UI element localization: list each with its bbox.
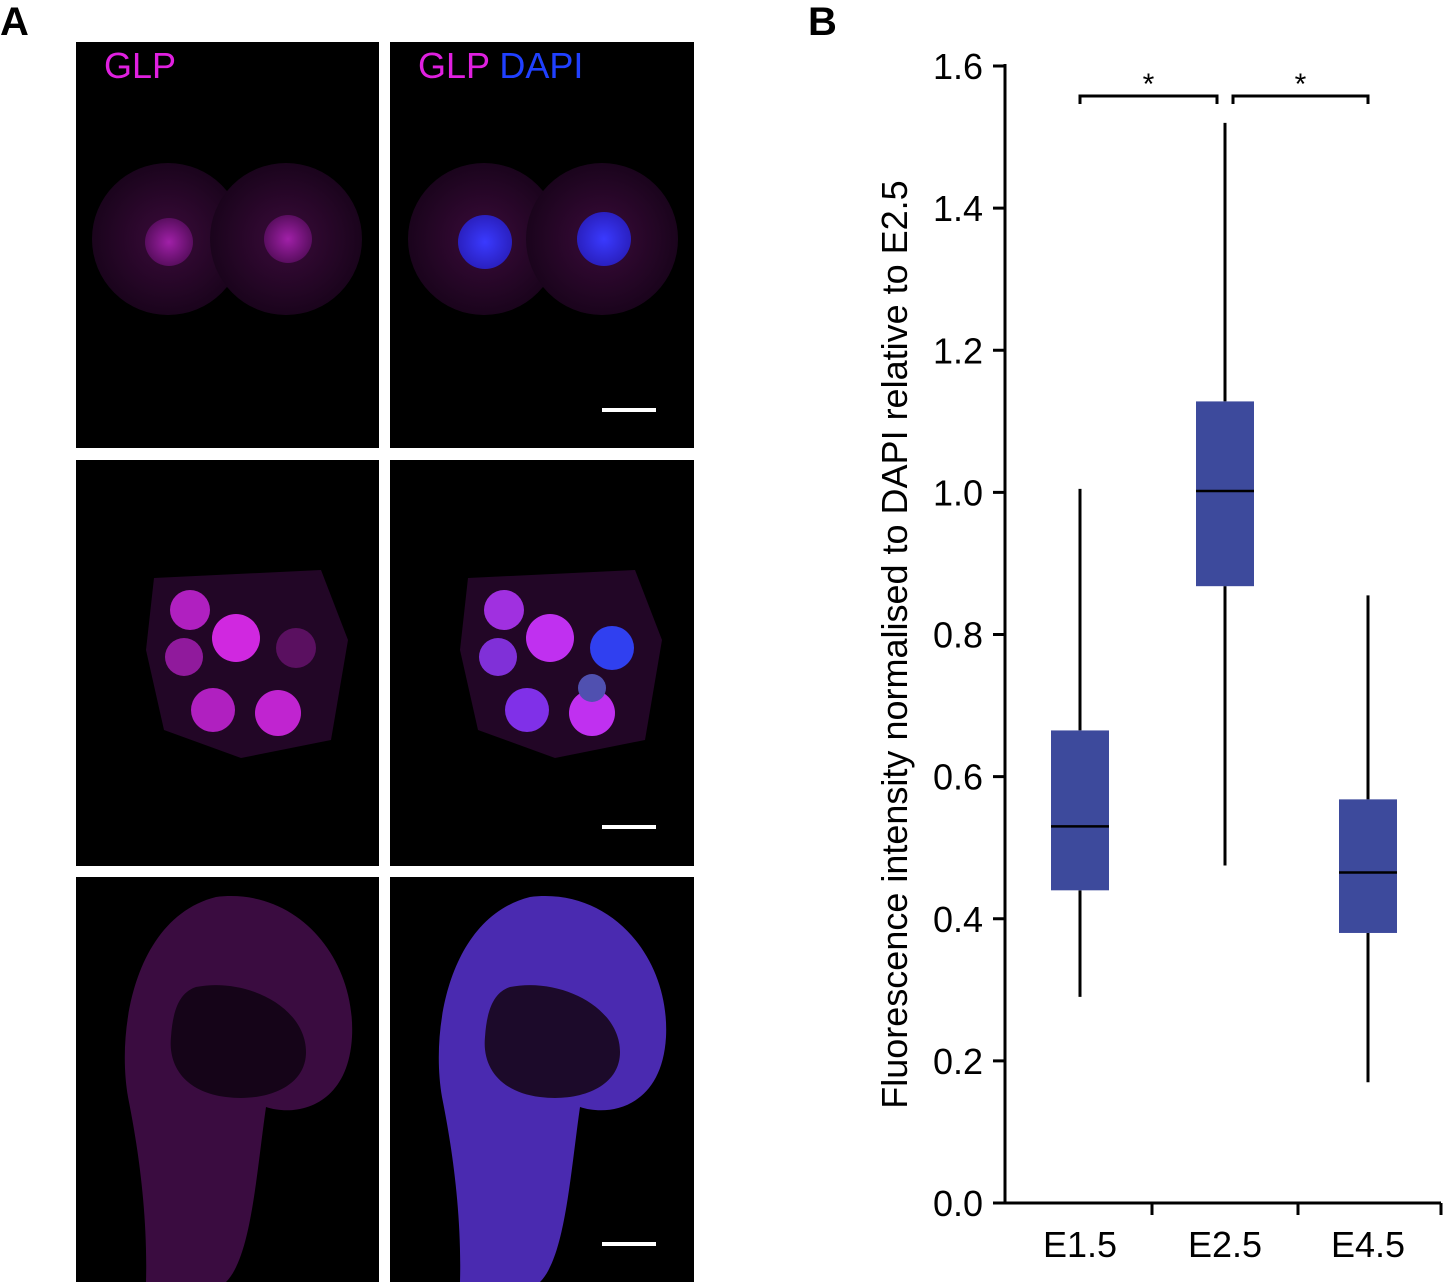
panel-a-letter: A (0, 0, 29, 44)
micrograph-2cell-merge: GLP DAPI (390, 42, 694, 448)
y-tick-label: 1.2 (933, 330, 983, 371)
y-axis-label: Fluorescence intensity normalised to DAP… (874, 180, 915, 1108)
micrograph-blastocyst-glp (76, 877, 379, 1282)
y-tick-label: 1.6 (933, 46, 983, 87)
merge-channel-label: GLP DAPI (418, 48, 583, 84)
y-tick-label: 0.6 (933, 757, 983, 798)
panel-b-letter: B (808, 0, 837, 44)
y-tick-label: 1.0 (933, 472, 983, 513)
box-iqr-E1.5 (1051, 730, 1109, 891)
micrograph-blastocyst-merge (390, 877, 694, 1282)
dapi-channel-label: DAPI (499, 45, 584, 86)
x-category-label: E1.5 (1043, 1224, 1117, 1265)
y-tick-label: 1.4 (933, 188, 983, 229)
scale-bar (602, 408, 656, 412)
significance-bracket (1078, 94, 1219, 104)
box-iqr-E4.5 (1339, 799, 1397, 933)
glp-channel-label: GLP (418, 45, 490, 86)
x-category-label: E2.5 (1188, 1224, 1262, 1265)
significance-label: * (1295, 68, 1307, 101)
micrograph-8cell-glp (76, 460, 379, 866)
scale-bar (602, 1242, 656, 1246)
x-category-label: E4.5 (1331, 1224, 1405, 1265)
y-tick-label: 0.8 (933, 615, 983, 656)
scale-bar (602, 825, 656, 829)
glp-channel-label: GLP (104, 45, 177, 86)
y-tick-label: 0.0 (933, 1183, 983, 1224)
significance-bracket (1231, 94, 1370, 104)
significance-label: * (1143, 68, 1155, 101)
y-tick-label: 0.2 (933, 1041, 983, 1082)
box-iqr-E2.5 (1196, 401, 1254, 587)
y-tick-label: 0.4 (933, 899, 983, 940)
micrograph-8cell-merge (390, 460, 694, 866)
micrograph-2cell-glp: GLP (76, 42, 379, 448)
